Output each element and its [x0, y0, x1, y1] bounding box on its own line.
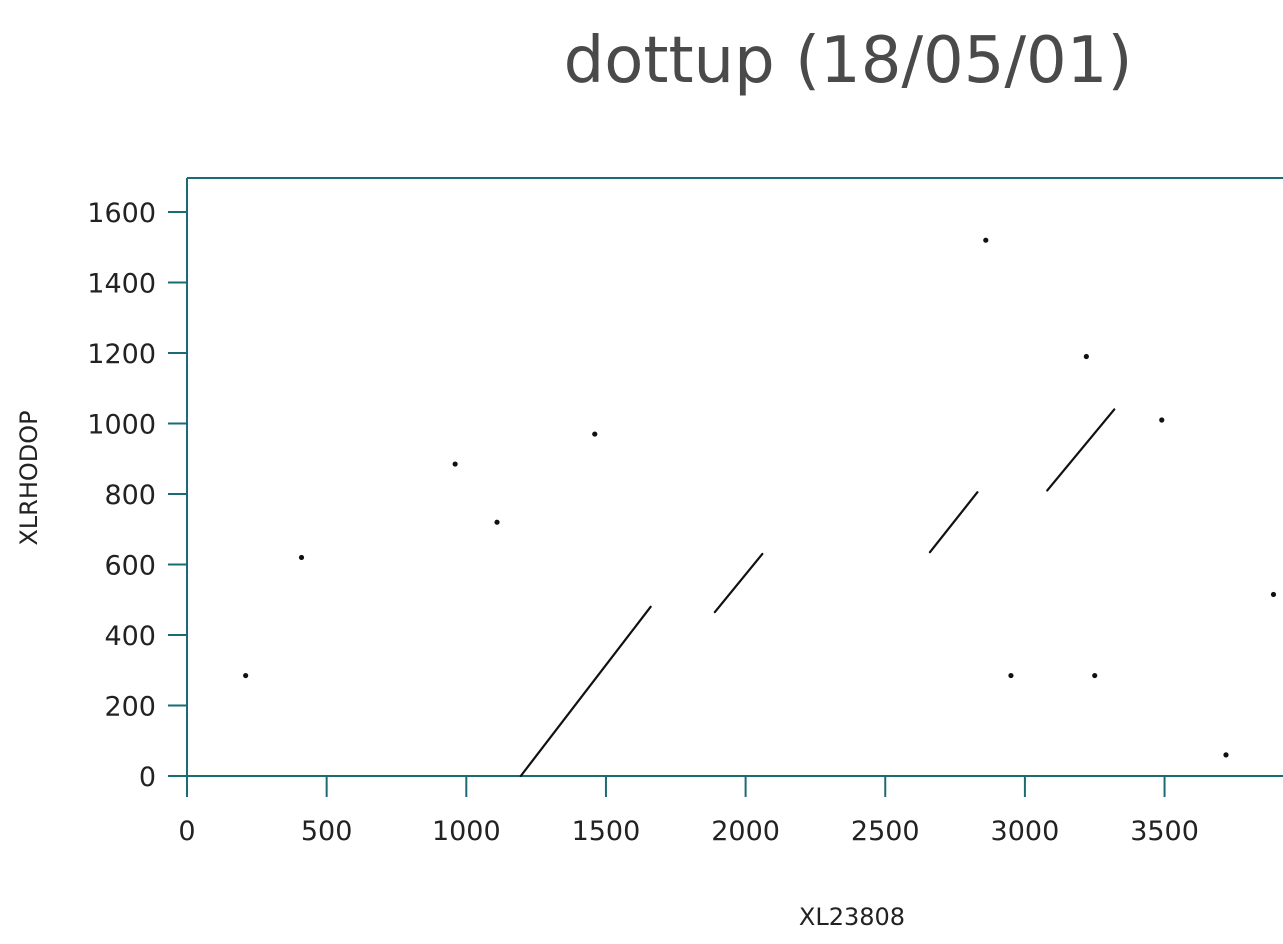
y-tick-label: 200: [104, 692, 156, 723]
match-dot: [298, 554, 305, 561]
chart-title: dottup (18/05/01): [564, 24, 1133, 98]
y-axis-label: XLRHODOP: [15, 410, 43, 545]
match-diagonal-segment: [928, 491, 979, 554]
match-dot: [243, 672, 249, 679]
x-tick-label: 3500: [1130, 816, 1199, 847]
match-dot: [1083, 353, 1089, 360]
y-axis-ticks: 0 200 400 600 800 1000 1200 1400 1600: [87, 198, 187, 793]
match-dot: [1223, 752, 1229, 758]
y-tick-label: 1600: [87, 198, 156, 229]
y-tick-label: 600: [104, 551, 156, 582]
y-tick-label: 400: [104, 621, 156, 652]
x-tick-label: 1500: [572, 816, 641, 847]
y-tick-label: 1000: [87, 410, 156, 441]
match-diagonal-segment: [713, 552, 764, 614]
plot-marks: [243, 237, 1277, 778]
match-dot: [452, 461, 458, 467]
x-tick-label: 1000: [432, 816, 501, 847]
match-dot: [983, 237, 989, 243]
x-axis-ticks: 05001000150020002500300035004: [178, 776, 1199, 847]
match-dot: [592, 431, 598, 437]
y-tick-label: 800: [104, 480, 156, 511]
match-dot: [1008, 672, 1014, 679]
match-dot: [494, 519, 500, 525]
x-tick-label: 0: [178, 816, 195, 847]
y-tick-label: 1400: [87, 269, 156, 300]
y-tick-label: 1200: [87, 339, 156, 370]
x-tick-label: 3000: [991, 816, 1060, 847]
x-tick-label: 500: [301, 816, 353, 847]
x-tick-label: 2000: [711, 816, 780, 847]
match-dot: [1270, 591, 1277, 598]
match-diagonal-segment: [519, 605, 652, 778]
x-axis-label: XL23808: [799, 903, 905, 931]
match-dot: [1092, 672, 1098, 679]
match-diagonal-segment: [1046, 408, 1116, 492]
y-tick-label: 0: [139, 762, 156, 793]
x-tick-label: 2500: [851, 816, 920, 847]
match-dot: [1159, 417, 1165, 423]
